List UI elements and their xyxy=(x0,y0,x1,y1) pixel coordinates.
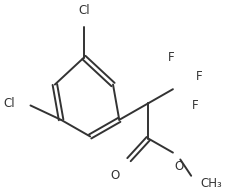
Text: Cl: Cl xyxy=(4,97,15,110)
Text: F: F xyxy=(191,99,198,112)
Text: O: O xyxy=(110,169,119,182)
Text: CH₃: CH₃ xyxy=(199,177,221,190)
Text: F: F xyxy=(167,51,174,64)
Text: Cl: Cl xyxy=(78,4,89,17)
Text: O: O xyxy=(174,160,183,173)
Text: F: F xyxy=(195,70,202,83)
